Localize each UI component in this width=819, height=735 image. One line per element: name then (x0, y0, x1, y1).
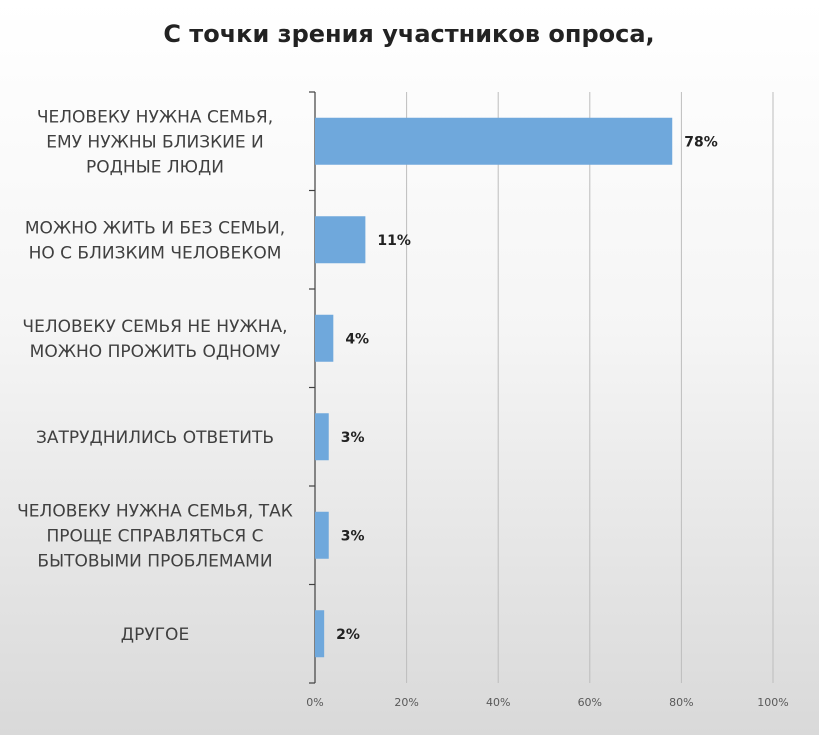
category-label-line: ЕМУ НУЖНЫ БЛИЗКИЕ И (46, 132, 264, 152)
bar (315, 216, 366, 264)
data-label: 3% (341, 528, 365, 544)
data-label: 4% (345, 331, 369, 347)
category-label: ЧЕЛОВЕКУ НУЖНА СЕМЬЯ, ТАК ПРОЩЕ СПРАВЛЯТЬ… (17, 501, 293, 571)
category-label: ДРУГОЕ (121, 625, 189, 645)
category-label-line: ЧЕЛОВЕКУ НУЖНА СЕМЬЯ, (37, 107, 273, 127)
data-label: 11% (377, 233, 411, 249)
category-label-line: НО С БЛИЗКИМ ЧЕЛОВЕКОМ (29, 243, 282, 263)
category-label-line: ЗАТРУДНИЛИСЬ ОТВЕТИТЬ (36, 428, 274, 448)
x-tick-label: 0% (306, 696, 323, 709)
x-tick-label: 60% (578, 696, 602, 709)
x-tick-label: 80% (669, 696, 693, 709)
x-tick-label: 40% (486, 696, 510, 709)
category-label-line: ЧЕЛОВЕКУ СЕМЬЯ НЕ НУЖНА, (22, 317, 287, 337)
category-label-line: РОДНЫЕ ЛЮДИ (86, 157, 224, 177)
bar (315, 511, 329, 559)
chart-title: С точки зрения участников опроса, (163, 20, 654, 48)
category-label-line: МОЖНО ЖИТЬ И БЕЗ СЕМЬИ, (25, 218, 285, 238)
x-tick-label: 100% (757, 696, 788, 709)
bar (315, 610, 325, 658)
category-label-line: БЫТОВЫМИ ПРОБЛЕМАМИ (37, 551, 272, 571)
category-label: ЧЕЛОВЕКУ СЕМЬЯ НЕ НУЖНА, МОЖНО ПРОЖИТЬ ОД… (22, 317, 287, 362)
category-label-line: ДРУГОЕ (121, 625, 189, 645)
category-label: ЗАТРУДНИЛИСЬ ОТВЕТИТЬ (36, 428, 274, 448)
bar (315, 117, 673, 165)
bar (315, 413, 329, 461)
category-label-line: ПРОЩЕ СПРАВЛЯТЬСЯ С (47, 526, 264, 546)
data-label: 2% (336, 627, 360, 643)
category-label-line: ЧЕЛОВЕКУ НУЖНА СЕМЬЯ, ТАК (17, 501, 293, 521)
category-label-line: МОЖНО ПРОЖИТЬ ОДНОМУ (30, 342, 281, 362)
data-label: 3% (341, 430, 365, 446)
category-label: МОЖНО ЖИТЬ И БЕЗ СЕМЬИ, НО С БЛИЗКИМ ЧЕЛО… (25, 218, 285, 263)
bar (315, 314, 334, 362)
data-label: 78% (684, 134, 718, 150)
x-tick-label: 20% (394, 696, 418, 709)
category-label: ЧЕЛОВЕКУ НУЖНА СЕМЬЯ, ЕМУ НУЖНЫ БЛИЗКИЕ И… (37, 107, 273, 177)
